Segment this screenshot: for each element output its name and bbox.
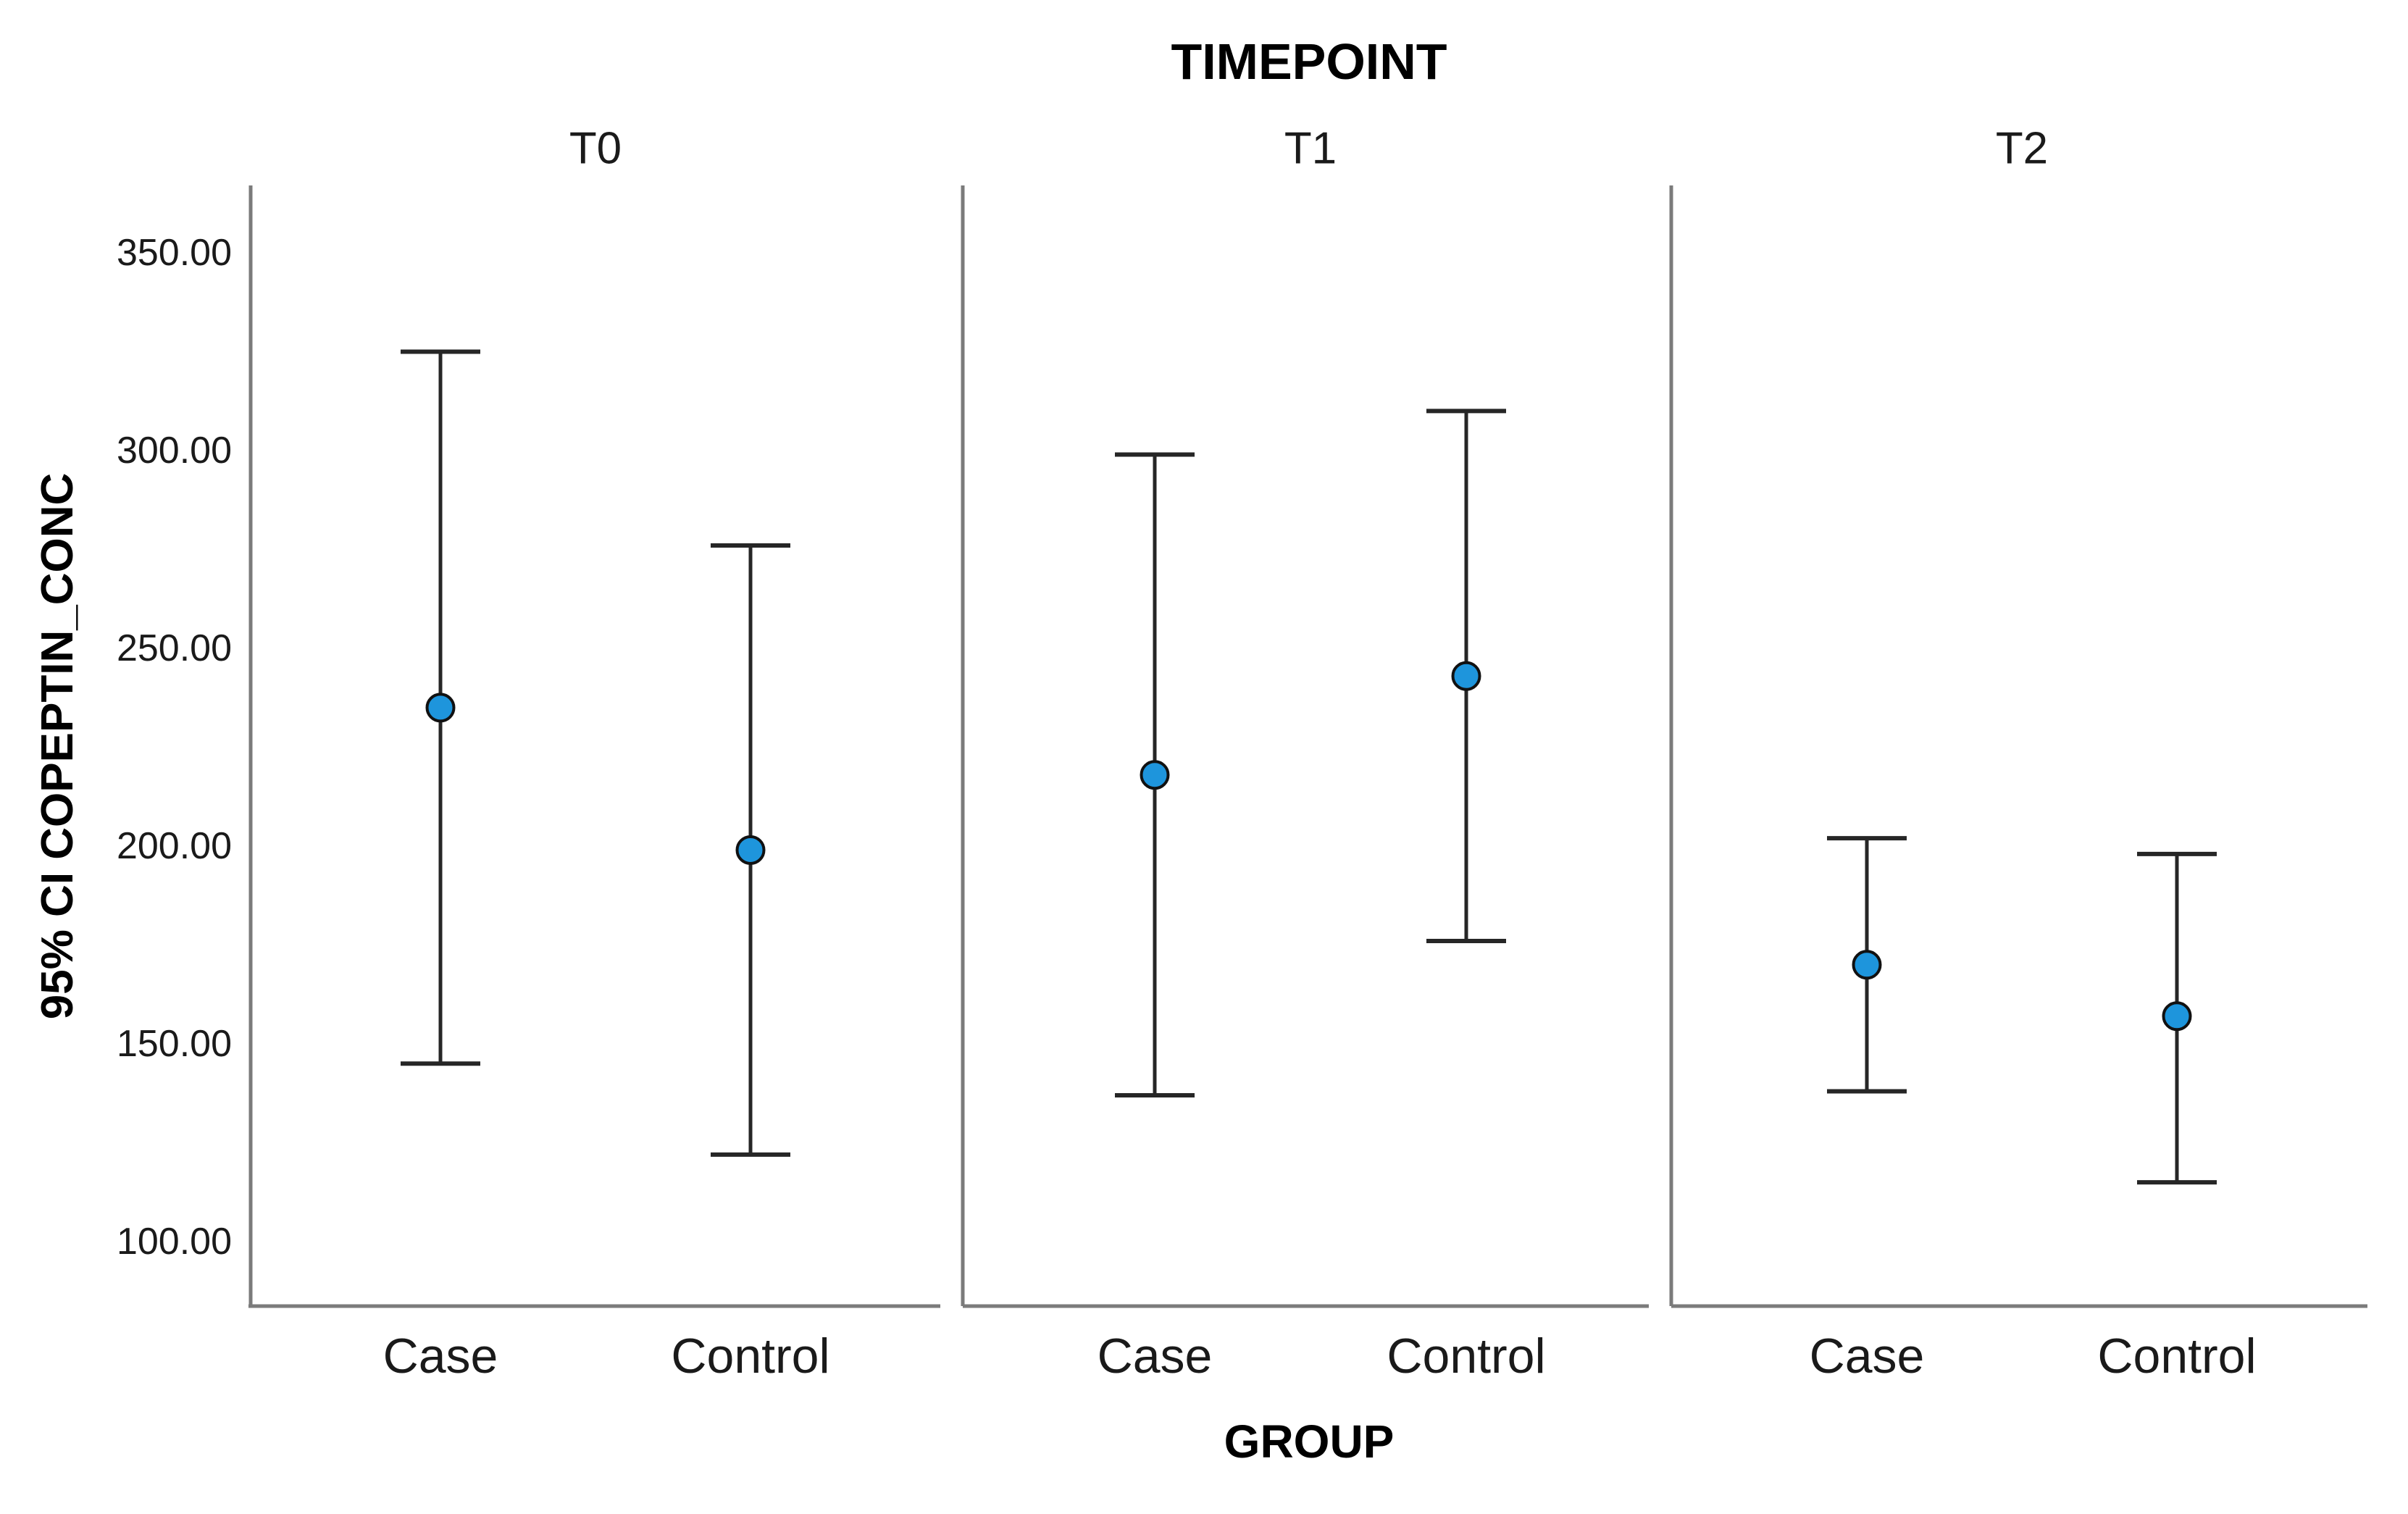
y-axis-title: 95% CI COPEPTIN_CONC [33,472,83,1020]
mean-marker [425,693,456,723]
y-tick-label: 150.00 [117,1023,232,1065]
panel-label: T1 [1284,124,1337,174]
y-tick-label: 250.00 [117,627,232,669]
chart-title: TIMEPOINT [1171,33,1447,90]
x-category-label: Case [1098,1329,1213,1384]
y-tick-label: 300.00 [117,430,232,472]
x-category-label: Control [1387,1329,1545,1384]
x-category-label: Control [671,1329,829,1384]
mean-marker [1852,950,1882,980]
x-category-label: Case [1810,1329,1925,1384]
panel-label: T2 [1996,124,2048,174]
mean-marker [735,835,766,865]
y-tick-label: 200.00 [117,825,232,867]
panel-label: T0 [569,124,622,174]
y-tick-label: 350.00 [117,232,232,274]
x-category-label: Case [383,1329,498,1384]
x-category-label: Control [2097,1329,2256,1384]
mean-marker [1140,760,1170,790]
y-tick-label: 100.00 [117,1221,232,1263]
mean-marker [1451,661,1481,691]
mean-marker [2162,1001,2192,1032]
x-axis-title: GROUP [1224,1415,1395,1468]
